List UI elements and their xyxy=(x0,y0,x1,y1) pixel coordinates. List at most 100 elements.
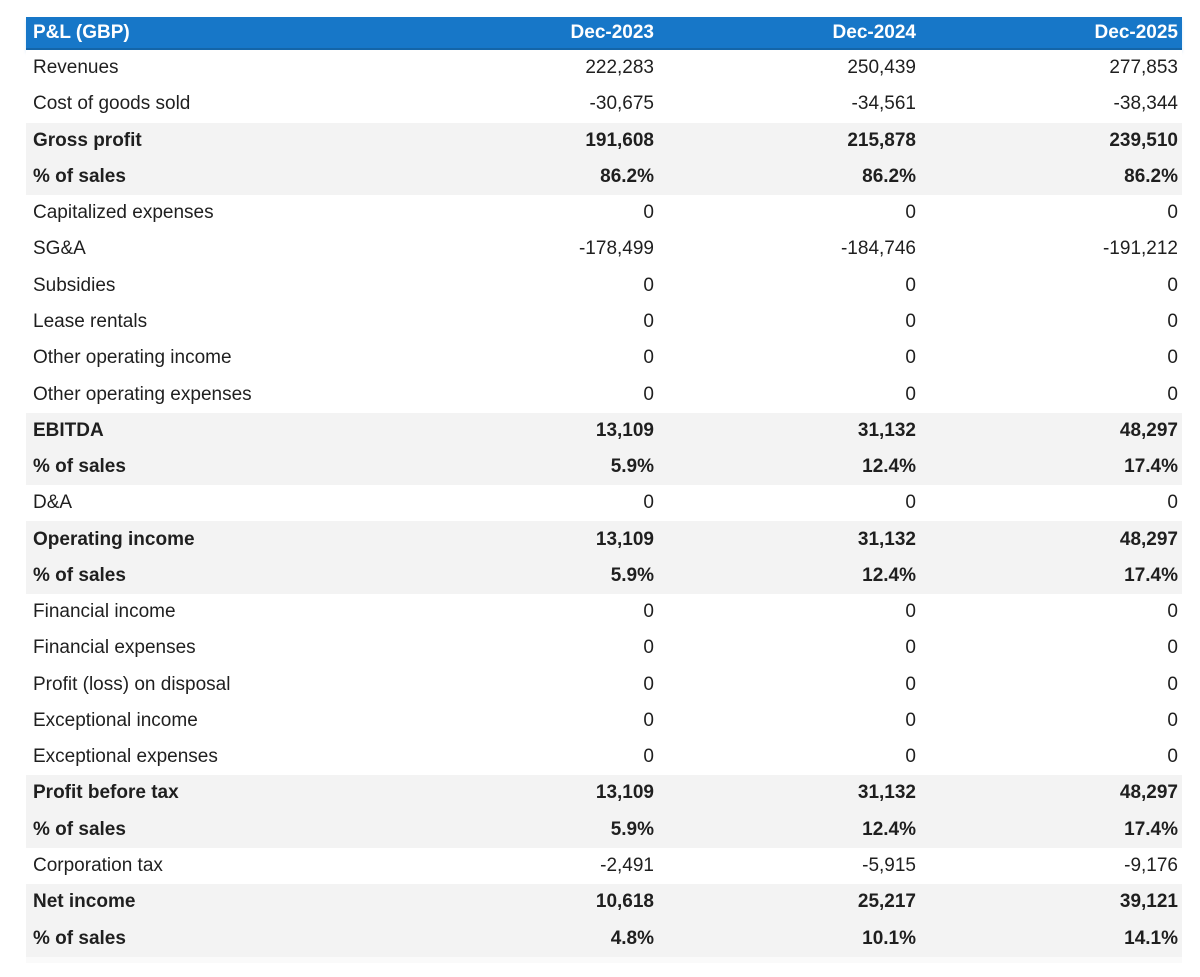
row-value: 0 xyxy=(643,310,654,332)
row-value: 0 xyxy=(1167,492,1178,514)
row-value: 0 xyxy=(1167,673,1178,695)
column-header-dec-2023: Dec-2023 xyxy=(570,21,654,43)
table-row: Profit before tax 13,109 31,132 48,297 xyxy=(26,775,1182,812)
row-value: 0 xyxy=(905,601,916,623)
table-row: Financial income 0 0 0 xyxy=(26,593,1182,631)
row-value: 250,439 xyxy=(847,57,916,79)
row-value: 0 xyxy=(905,347,916,369)
row-value: 5.9% xyxy=(610,456,654,478)
row-value: 215,878 xyxy=(847,129,916,151)
table-row: % of sales 4.8% 10.1% 14.1% xyxy=(26,920,1182,957)
row-value: 0 xyxy=(1167,383,1178,405)
row-value: 17.4% xyxy=(1124,818,1178,840)
row-value: 0 xyxy=(905,383,916,405)
table-row: Net income 10,618 25,217 39,121 xyxy=(26,884,1182,921)
table-row: Corporation tax -2,491 -5,915 -9,176 xyxy=(26,847,1182,885)
table-row: % of sales 5.9% 12.4% 17.4% xyxy=(26,811,1182,848)
table-row: % of sales 5.9% 12.4% 17.4% xyxy=(26,557,1182,594)
row-value: 39,121 xyxy=(1119,891,1178,913)
row-value: -5,915 xyxy=(862,854,916,876)
row-value: 0 xyxy=(643,637,654,659)
row-value: 5.9% xyxy=(610,564,654,586)
row-value: 48,297 xyxy=(1119,782,1178,804)
row-value: 13,109 xyxy=(595,528,654,550)
row-value: 239,510 xyxy=(1109,129,1178,151)
row-label: % of sales xyxy=(33,456,126,478)
row-label: Exceptional expenses xyxy=(33,746,218,768)
row-value: 31,132 xyxy=(857,528,916,550)
column-header-dec-2025: Dec-2025 xyxy=(1094,21,1178,43)
row-value: 86.2% xyxy=(862,165,916,187)
table-row: SG&A -178,499 -184,746 -191,212 xyxy=(26,231,1182,268)
column-header-dec-2024: Dec-2024 xyxy=(832,21,916,43)
table-title: P&L (GBP) xyxy=(33,21,130,43)
table-header-row: P&L (GBP) Dec-2023 Dec-2024 Dec-2025 xyxy=(26,17,1182,50)
row-label: Other operating expenses xyxy=(33,383,252,405)
row-label: % of sales xyxy=(33,165,126,187)
row-value: 48,297 xyxy=(1119,419,1178,441)
row-value: 25,217 xyxy=(857,891,916,913)
row-value: 0 xyxy=(1167,274,1178,296)
row-value: 0 xyxy=(1167,310,1178,332)
table-row: Exceptional expenses 0 0 0 xyxy=(26,739,1182,776)
table-row: Revenues 222,283 250,439 277,853 xyxy=(26,50,1182,87)
row-label: Gross profit xyxy=(33,129,142,151)
row-label: % of sales xyxy=(33,818,126,840)
row-value: 5.9% xyxy=(610,818,654,840)
row-value: -178,499 xyxy=(578,238,654,260)
row-value: 0 xyxy=(1167,202,1178,224)
row-label: Lease rentals xyxy=(33,310,148,332)
table-row: Cost of goods sold -30,675 -34,561 -38,344 xyxy=(26,86,1182,123)
row-value: 12.4% xyxy=(862,456,916,478)
table-row: Exceptional income 0 0 0 xyxy=(26,702,1182,740)
row-value: 31,132 xyxy=(857,782,916,804)
row-label: Corporation tax xyxy=(33,854,163,876)
row-value: 13,109 xyxy=(595,419,654,441)
table-row: % of sales 86.2% 86.2% 86.2% xyxy=(26,158,1182,196)
table-row: Other operating expenses 0 0 0 xyxy=(26,376,1182,413)
row-label: Financial expenses xyxy=(33,637,196,659)
row-label: % of sales xyxy=(33,927,126,949)
row-value: 0 xyxy=(643,709,654,731)
row-value: 0 xyxy=(905,746,916,768)
row-value: 0 xyxy=(905,274,916,296)
table-row: Subsidies 0 0 0 xyxy=(26,267,1182,304)
row-value: 31,132 xyxy=(857,419,916,441)
row-label: Profit (loss) on disposal xyxy=(33,673,231,695)
pnl-table: P&L (GBP) Dec-2023 Dec-2024 Dec-2025 Rev… xyxy=(26,17,1182,963)
row-value: 12.4% xyxy=(862,564,916,586)
row-value: 0 xyxy=(1167,709,1178,731)
row-value: 0 xyxy=(905,492,916,514)
table-row: Gross profit 191,608 215,878 239,510 xyxy=(26,122,1182,159)
row-label: D&A xyxy=(33,492,73,514)
row-value: -2,491 xyxy=(600,854,654,876)
row-label: Other operating income xyxy=(33,347,232,369)
table-row: Other operating income 0 0 0 xyxy=(26,340,1182,377)
row-label: Financial income xyxy=(33,601,176,623)
row-value: 0 xyxy=(643,601,654,623)
row-label: Capitalized expenses xyxy=(33,202,214,224)
row-value: 0 xyxy=(643,492,654,514)
table-row: Capitalized expenses 0 0 0 xyxy=(26,195,1182,232)
row-value: 0 xyxy=(1167,746,1178,768)
row-value: 17.4% xyxy=(1124,564,1178,586)
row-value: 0 xyxy=(905,709,916,731)
row-value: 4.8% xyxy=(610,927,654,949)
row-value: 14.1% xyxy=(1124,927,1178,949)
row-value: 0 xyxy=(1167,637,1178,659)
row-label: SG&A xyxy=(33,238,86,260)
row-label: Profit before tax xyxy=(33,782,179,804)
row-value: 222,283 xyxy=(585,57,654,79)
row-value: 0 xyxy=(643,746,654,768)
row-value: -38,344 xyxy=(1113,93,1178,115)
row-value: 17.4% xyxy=(1124,456,1178,478)
row-value: 0 xyxy=(905,637,916,659)
row-value: 10.1% xyxy=(862,927,916,949)
row-value: 0 xyxy=(643,202,654,224)
row-value: 0 xyxy=(1167,601,1178,623)
row-value: 277,853 xyxy=(1109,57,1178,79)
row-label: Exceptional income xyxy=(33,709,198,731)
table-row: D&A 0 0 0 xyxy=(26,485,1182,522)
row-value: -34,561 xyxy=(851,93,916,115)
row-value: 86.2% xyxy=(1124,165,1178,187)
